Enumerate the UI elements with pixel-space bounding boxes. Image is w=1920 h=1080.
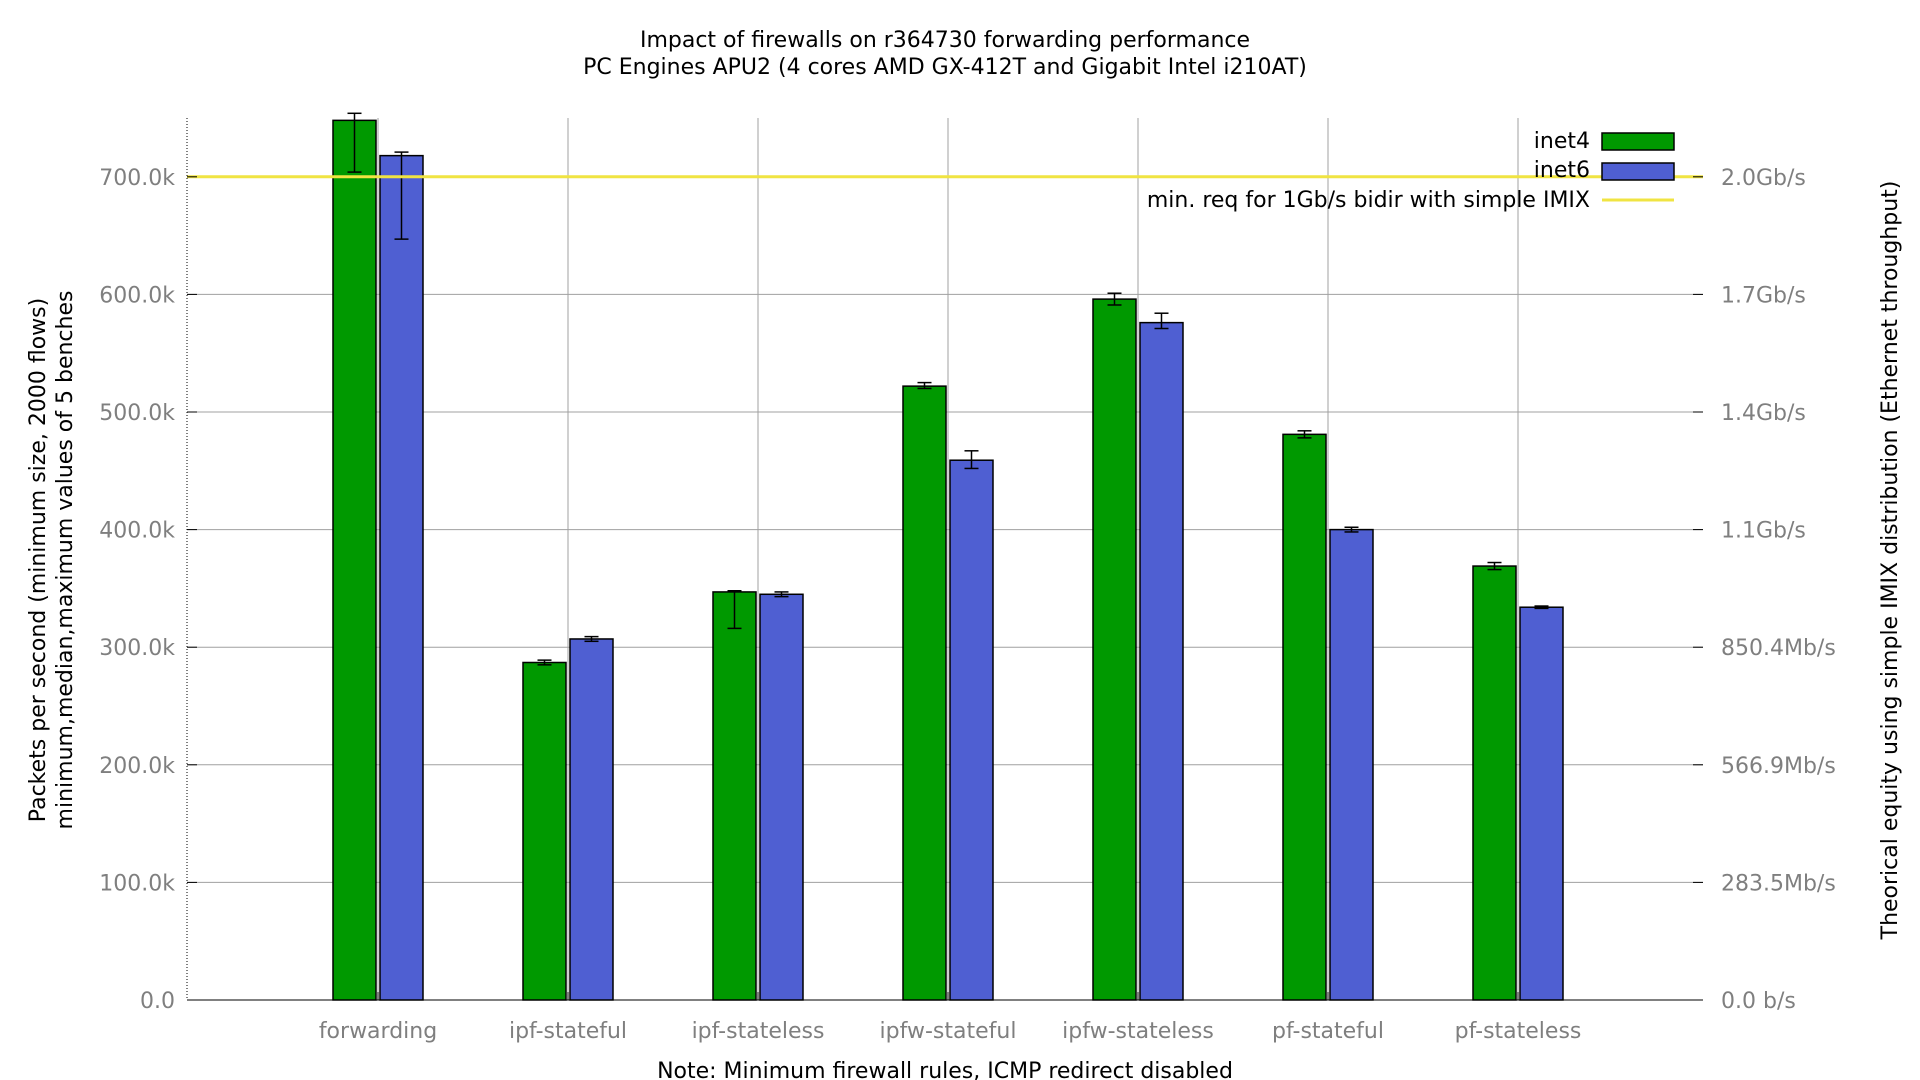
- y-axis-label: Packets per second (minimum size, 2000 f…: [26, 298, 51, 822]
- y-tick-label: 0.0: [140, 989, 175, 1014]
- y2-tick-label: 1.1Gb/s: [1721, 519, 1806, 544]
- y2-tick-label: 1.7Gb/s: [1721, 283, 1806, 308]
- y-axis-label-secondary: minimum,median,maximum values of 5 bench…: [53, 291, 78, 830]
- bar-inet4-pf-stateful: [1282, 433, 1327, 1001]
- legend: inet4 inet6 min. req for 1Gb/s bidir wit…: [1147, 129, 1675, 213]
- x-tick-label: pf-stateless: [1455, 1019, 1582, 1044]
- chart-title: Impact of firewalls on r364730 forwardin…: [640, 28, 1250, 53]
- bar-inet6-pf-stateless: [1519, 606, 1564, 1001]
- x-tick-label: ipfw-stateful: [880, 1019, 1017, 1044]
- x-tick-label: ipf-stateless: [692, 1019, 825, 1044]
- x-tick-labels: forwarding ipf-stateful ipf-stateless ipfw-…: [319, 1019, 1582, 1044]
- y2-tick-label: 850.4Mb/s: [1721, 636, 1836, 661]
- bar-inet6-ipf-stateless: [759, 593, 804, 1001]
- y-tick-labels: 0.0 100.0k 200.0k 300.0k 400.0k 500.0k 600.0k 7…: [99, 166, 175, 1014]
- axes: [186, 118, 1703, 1001]
- bar-inet4-pf-stateless: [1472, 565, 1517, 1001]
- y2-tick-label: 566.9Mb/s: [1721, 754, 1836, 779]
- bar-inet4-ipf-stateful: [522, 661, 567, 1001]
- x-axis-label: Note: Minimum firewall rules, ICMP redir…: [657, 1059, 1233, 1080]
- bars: [332, 119, 1564, 1001]
- y2-tick-label: 1.4Gb/s: [1721, 401, 1806, 426]
- bar-inet6-ipf-stateful: [569, 638, 614, 1001]
- x-tick-label: ipf-stateful: [509, 1019, 627, 1044]
- chart-subtitle: PC Engines APU2 (4 cores AMD GX-412T and…: [583, 55, 1307, 80]
- bar-inet6-pf-stateful: [1329, 528, 1374, 1001]
- legend-label-inet4: inet4: [1534, 129, 1590, 154]
- y-tick-label: 300.0k: [99, 636, 175, 661]
- y2-axis-label: Theorical equity using simple IMIX distr…: [1878, 181, 1903, 941]
- y2-tick-label: 283.5Mb/s: [1721, 871, 1836, 896]
- y-tick-label: 600.0k: [99, 283, 175, 308]
- y-tick-label: 200.0k: [99, 754, 175, 779]
- y-tick-label: 500.0k: [99, 401, 175, 426]
- y-tick-label: 400.0k: [99, 519, 175, 544]
- x-tick-label: forwarding: [319, 1019, 437, 1044]
- y-tick-label: 700.0k: [99, 166, 175, 191]
- bar-inet6-ipfw-stateful: [949, 459, 994, 1001]
- error-bars: [347, 112, 1549, 666]
- bar-inet6-forwarding: [379, 154, 424, 1001]
- bar-inet6-ipfw-stateless: [1139, 321, 1184, 1001]
- legend-label-reference: min. req for 1Gb/s bidir with simple IMI…: [1147, 188, 1590, 213]
- bar-inet4-ipf-stateless: [712, 591, 757, 1001]
- legend-swatch-inet6: [1601, 162, 1675, 181]
- x-tick-label: pf-stateful: [1272, 1019, 1384, 1044]
- legend-swatch-inet4: [1601, 132, 1675, 151]
- legend-label-inet6: inet6: [1534, 158, 1590, 183]
- y-tick-label: 100.0k: [99, 871, 175, 896]
- y2-tick-label: 2.0Gb/s: [1721, 166, 1806, 191]
- y2-tick-label: 0.0 b/s: [1721, 989, 1796, 1014]
- y2-tick-labels: 0.0 b/s 283.5Mb/s 566.9Mb/s 850.4Mb/s 1.1Gb/…: [1721, 166, 1836, 1014]
- bar-inet4-forwarding: [332, 119, 377, 1001]
- bar-inet4-ipfw-stateful: [902, 385, 947, 1001]
- x-tick-label: ipfw-stateless: [1062, 1019, 1214, 1044]
- bar-inet4-ipfw-stateless: [1092, 298, 1137, 1001]
